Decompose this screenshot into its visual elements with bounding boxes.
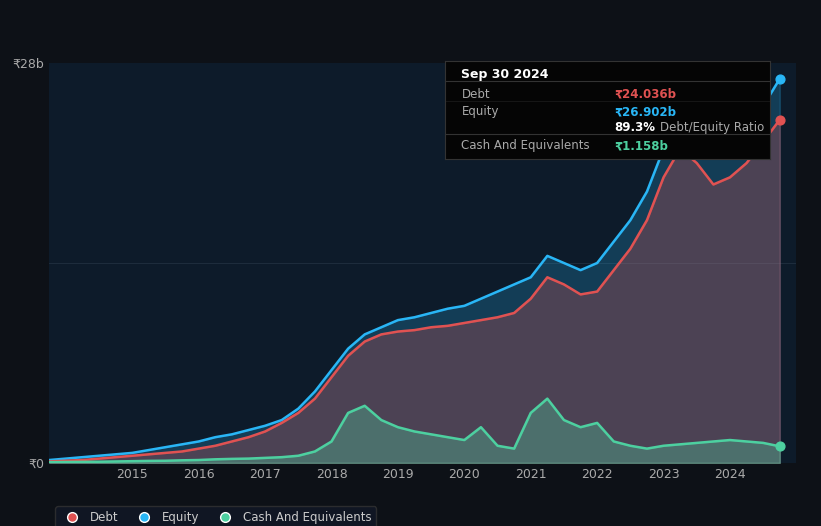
Text: Equity: Equity xyxy=(461,105,499,118)
Point xyxy=(773,75,787,83)
Point xyxy=(773,442,787,451)
Text: Sep 30 2024: Sep 30 2024 xyxy=(461,68,549,81)
Text: Debt: Debt xyxy=(461,87,490,100)
Text: ₹1.158b: ₹1.158b xyxy=(614,139,668,153)
Text: ₹26.902b: ₹26.902b xyxy=(614,105,677,118)
Text: ₹24.036b: ₹24.036b xyxy=(614,87,677,100)
Point xyxy=(773,116,787,124)
Legend: Debt, Equity, Cash And Equivalents: Debt, Equity, Cash And Equivalents xyxy=(55,507,376,526)
Text: Cash And Equivalents: Cash And Equivalents xyxy=(461,139,590,153)
Text: Debt/Equity Ratio: Debt/Equity Ratio xyxy=(660,121,764,134)
Text: 89.3%: 89.3% xyxy=(614,121,655,134)
